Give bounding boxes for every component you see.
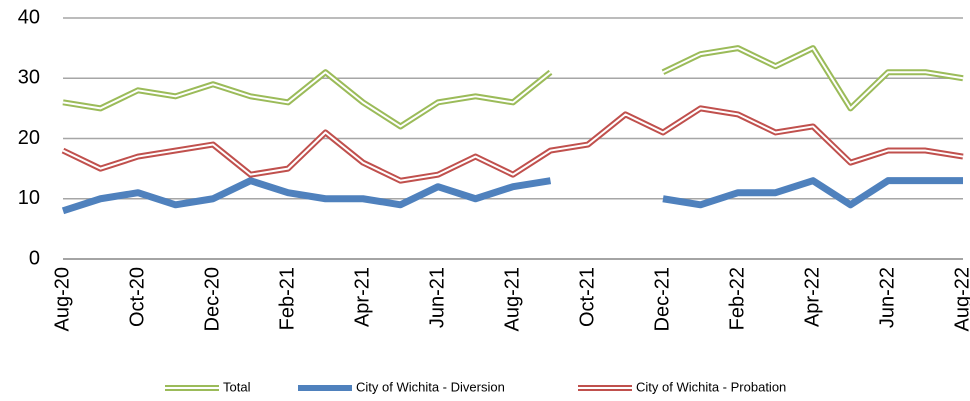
x-tick-label: Aug-21 <box>501 267 523 332</box>
series-line <box>62 45 964 130</box>
x-tick-label: Aug-22 <box>951 267 970 332</box>
y-tick-label: 40 <box>18 6 40 28</box>
series-line-highlight <box>62 47 964 128</box>
x-tick-label: Jun-22 <box>876 267 898 328</box>
series-line <box>61 177 963 215</box>
x-tick-label: Apr-21 <box>351 267 373 327</box>
x-tick-label: Jun-21 <box>426 267 448 328</box>
legend-label: Total <box>223 379 251 394</box>
legend-label: City of Wichita - Probation <box>636 379 786 394</box>
legend-label: City of Wichita - Diversion <box>356 379 505 394</box>
series-line <box>61 105 964 184</box>
x-tick-label: Aug-20 <box>51 267 73 332</box>
series-line-highlight <box>62 107 964 182</box>
x-tick-label: Oct-20 <box>126 267 148 327</box>
y-tick-label: 20 <box>18 127 40 149</box>
y-tick-label: 10 <box>18 187 40 209</box>
y-tick-label: 0 <box>29 247 40 269</box>
x-tick-label: Apr-22 <box>801 267 823 327</box>
x-tick-label: Oct-21 <box>576 267 598 327</box>
x-tick-label: Feb-21 <box>276 267 298 330</box>
x-tick-label: Dec-20 <box>201 267 223 331</box>
x-tick-label: Feb-22 <box>726 267 748 330</box>
x-tick-label: Dec-21 <box>651 267 673 331</box>
y-tick-label: 30 <box>18 67 40 89</box>
